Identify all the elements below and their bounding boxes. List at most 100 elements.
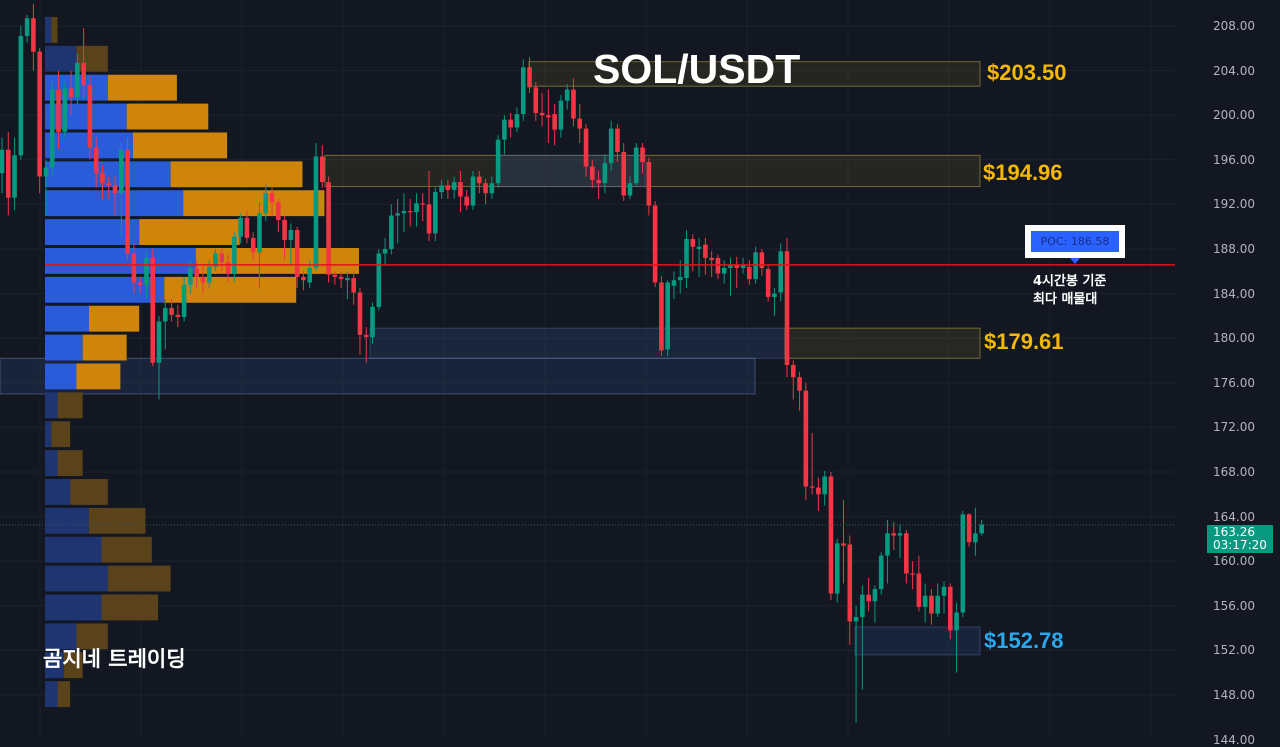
y-tick-label: 180.00	[1213, 331, 1255, 346]
poc-note-line2: 최다 매물대	[1033, 292, 1098, 307]
volume-profile-buy-bar	[45, 363, 77, 390]
y-tick-label: 188.00	[1213, 242, 1255, 256]
poc-note-line1: 4시간봉 기준	[1033, 274, 1107, 289]
candle-up	[834, 543, 840, 594]
candle-down	[866, 594, 871, 602]
volume-profile-buy-bar	[45, 536, 102, 563]
candle-down	[828, 476, 834, 594]
candle-up	[772, 293, 777, 297]
candle-down	[250, 237, 256, 253]
volume-profile-sell-bar	[88, 305, 140, 332]
candle-up	[954, 612, 959, 631]
candle-up	[232, 236, 237, 274]
candle-up	[514, 114, 520, 128]
volume-profile-buy-bar	[45, 247, 196, 274]
candle-down	[269, 193, 275, 203]
volume-profile-sell-bar	[139, 219, 240, 245]
candle-down	[5, 149, 11, 198]
candle-down	[816, 487, 821, 495]
candle-up	[677, 276, 683, 281]
candle-down	[106, 183, 112, 186]
candle-up	[257, 213, 262, 253]
candle-up	[558, 100, 564, 130]
volume-profile-sell-bar	[132, 132, 228, 159]
candle-down	[596, 179, 601, 184]
chart-title: SOL/USDT	[593, 46, 801, 92]
candle-down	[790, 364, 796, 378]
candle-up	[24, 18, 30, 37]
volume-profile-buy-bar	[45, 479, 71, 505]
candle-up	[144, 257, 149, 285]
candle-up	[872, 589, 878, 602]
candle-down	[276, 202, 281, 221]
y-tick-label: 156.00	[1213, 598, 1255, 613]
candle-down	[552, 114, 557, 130]
candle-down	[282, 220, 287, 241]
y-tick-label: 172.00	[1213, 420, 1255, 435]
candle-up	[162, 308, 168, 322]
candle-down	[765, 269, 771, 297]
candle-down	[947, 586, 953, 631]
candle-down	[916, 573, 922, 607]
candle-up	[520, 67, 526, 115]
candle-down	[357, 292, 363, 335]
price-axis[interactable]: 208.00 204.00 200.00 196.00 192.00 188.00 184.…	[1175, 0, 1280, 747]
candle-up	[696, 246, 702, 249]
candle-up	[414, 203, 419, 213]
y-tick-label: 204.00	[1213, 63, 1255, 78]
candle-down	[646, 162, 652, 206]
volume-profile-sell-bar	[76, 45, 108, 72]
volume-profile-sell-bar	[76, 623, 108, 650]
candle-down	[407, 211, 413, 213]
candle-up	[401, 211, 407, 214]
candle-down	[652, 205, 658, 283]
volume-profile-buy-bar	[45, 450, 58, 477]
y-tick-label: 208.00	[1213, 19, 1255, 33]
zone-label-194: $194.96	[983, 160, 1063, 185]
candle-down	[571, 89, 576, 119]
volume-profile-sell-bar	[170, 161, 303, 188]
candle-down	[244, 217, 250, 238]
candle-down	[476, 176, 482, 184]
candle-up	[382, 249, 388, 254]
candle-up	[860, 594, 865, 617]
candle-up	[376, 253, 382, 307]
candle-down	[929, 595, 934, 614]
candle-down	[709, 257, 714, 261]
candle-down	[31, 18, 36, 52]
candle-down	[527, 67, 532, 88]
candle-up	[878, 555, 884, 590]
candle-down	[81, 62, 86, 86]
candle-up	[941, 586, 947, 596]
volume-profile-buy-bar	[45, 507, 89, 534]
candle-down	[200, 276, 206, 283]
volume-profile-buy-bar	[45, 392, 58, 419]
candle-down	[131, 253, 137, 283]
y-tick-label: 192.00	[1213, 197, 1255, 212]
candle-up	[633, 147, 639, 184]
candle-countdown: 03:17:20	[1213, 538, 1267, 552]
candle-down	[483, 183, 488, 194]
candle-down	[426, 204, 432, 234]
zone-box-203	[528, 61, 981, 87]
candle-up	[49, 89, 55, 168]
candle-down	[56, 89, 61, 132]
candle-up	[181, 284, 187, 318]
candle-down	[194, 267, 199, 277]
candle-down	[577, 118, 583, 129]
candle-up	[897, 533, 903, 536]
volume-profile-sell-bar	[76, 363, 121, 390]
candle-up	[470, 176, 476, 206]
candle-up	[75, 62, 80, 98]
candle-down	[319, 156, 325, 183]
candle-down	[420, 203, 426, 205]
candle-up	[665, 282, 670, 350]
candle-up	[822, 476, 827, 495]
candle-up	[313, 156, 319, 268]
volume-profile-sell-bar	[107, 74, 177, 101]
candle-up	[922, 595, 928, 607]
candle-up	[853, 616, 859, 622]
candle-down	[175, 314, 181, 318]
poc-label-box: POC: 186.58	[1025, 225, 1125, 258]
